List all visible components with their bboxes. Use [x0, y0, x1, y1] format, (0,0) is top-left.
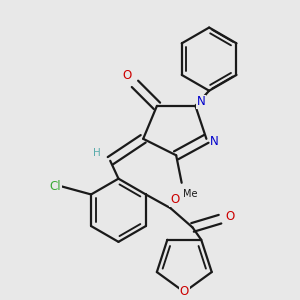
- Text: O: O: [180, 286, 189, 298]
- Text: H: H: [93, 148, 101, 158]
- Text: Me: Me: [183, 189, 197, 199]
- Text: N: N: [196, 95, 205, 108]
- Text: Cl: Cl: [50, 180, 61, 193]
- Text: O: O: [225, 210, 234, 223]
- Text: N: N: [210, 135, 219, 148]
- Text: O: O: [170, 194, 179, 206]
- Text: O: O: [122, 69, 131, 82]
